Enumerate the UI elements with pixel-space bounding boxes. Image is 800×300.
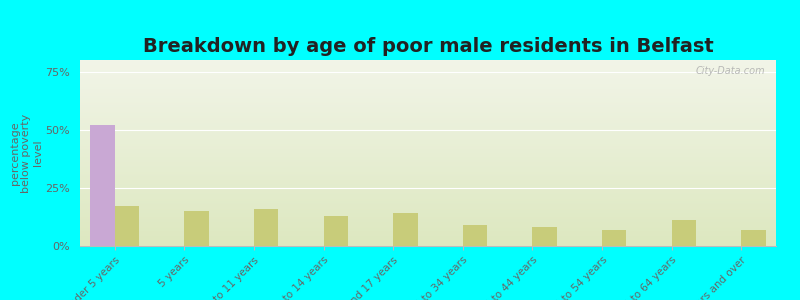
Bar [533, 227, 557, 246]
Bar [90, 125, 115, 246]
Bar [394, 214, 418, 246]
Bar [742, 230, 766, 246]
Bar [115, 206, 139, 246]
Bar [602, 230, 626, 246]
Title: Breakdown by age of poor male residents in Belfast: Breakdown by age of poor male residents … [142, 37, 714, 56]
Bar [323, 216, 348, 246]
Bar [463, 225, 487, 246]
Bar [254, 209, 278, 246]
Bar [672, 220, 696, 246]
Y-axis label: percentage
below poverty
level: percentage below poverty level [10, 113, 42, 193]
Text: City-Data.com: City-Data.com [696, 66, 766, 76]
Bar [185, 211, 209, 246]
